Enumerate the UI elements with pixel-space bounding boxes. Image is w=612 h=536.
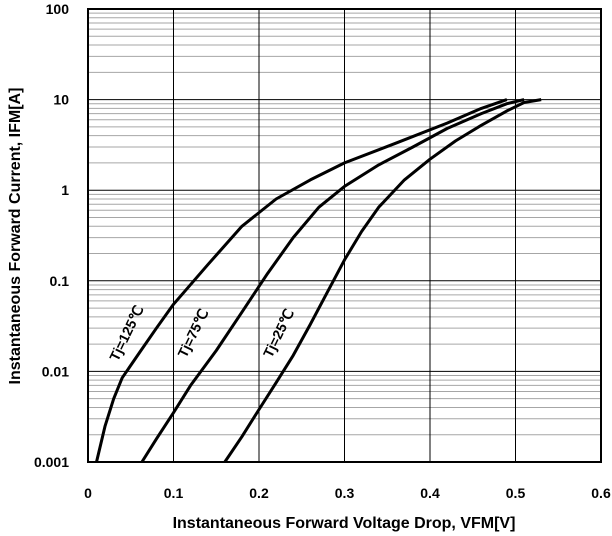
y-tick-label: 0.01 bbox=[42, 363, 69, 379]
series-line bbox=[223, 98, 542, 463]
x-tick-label: 0.5 bbox=[506, 485, 526, 501]
curve-labels: Tj=125℃ Tj=75℃ Tj=25℃ bbox=[106, 303, 297, 364]
grid-lines bbox=[87, 8, 602, 463]
x-tick-label: 0.4 bbox=[420, 485, 440, 501]
curve-label: Tj=75℃ bbox=[174, 306, 211, 360]
curves bbox=[95, 98, 542, 463]
series-line bbox=[140, 98, 525, 463]
y-axis-title: Instantaneous Forward Current, IFM[A] bbox=[7, 88, 24, 385]
y-tick-label: 1 bbox=[61, 182, 69, 198]
x-tick-label: 0.1 bbox=[164, 485, 184, 501]
x-tick-label: 0.6 bbox=[591, 485, 611, 501]
x-tick-label: 0.3 bbox=[335, 485, 355, 501]
y-tick-label: 100 bbox=[46, 1, 70, 17]
series-line bbox=[95, 98, 508, 463]
curve-label: Tj=25℃ bbox=[260, 306, 297, 360]
x-tick-labels: 0 0.1 0.2 0.3 0.4 0.5 0.6 bbox=[84, 485, 611, 501]
y-tick-labels: 0.001 0.01 0.1 1 10 100 bbox=[34, 1, 69, 470]
plot-frame bbox=[87, 8, 602, 463]
x-tick-label: 0 bbox=[84, 485, 92, 501]
x-tick-label: 0.2 bbox=[249, 485, 269, 501]
x-axis-title: Instantaneous Forward Voltage Drop, VFM[… bbox=[173, 515, 516, 532]
y-tick-label: 0.001 bbox=[34, 454, 69, 470]
y-tick-label: 10 bbox=[53, 92, 69, 108]
curve-label: Tj=125℃ bbox=[106, 303, 147, 364]
y-tick-label: 0.1 bbox=[50, 273, 70, 289]
